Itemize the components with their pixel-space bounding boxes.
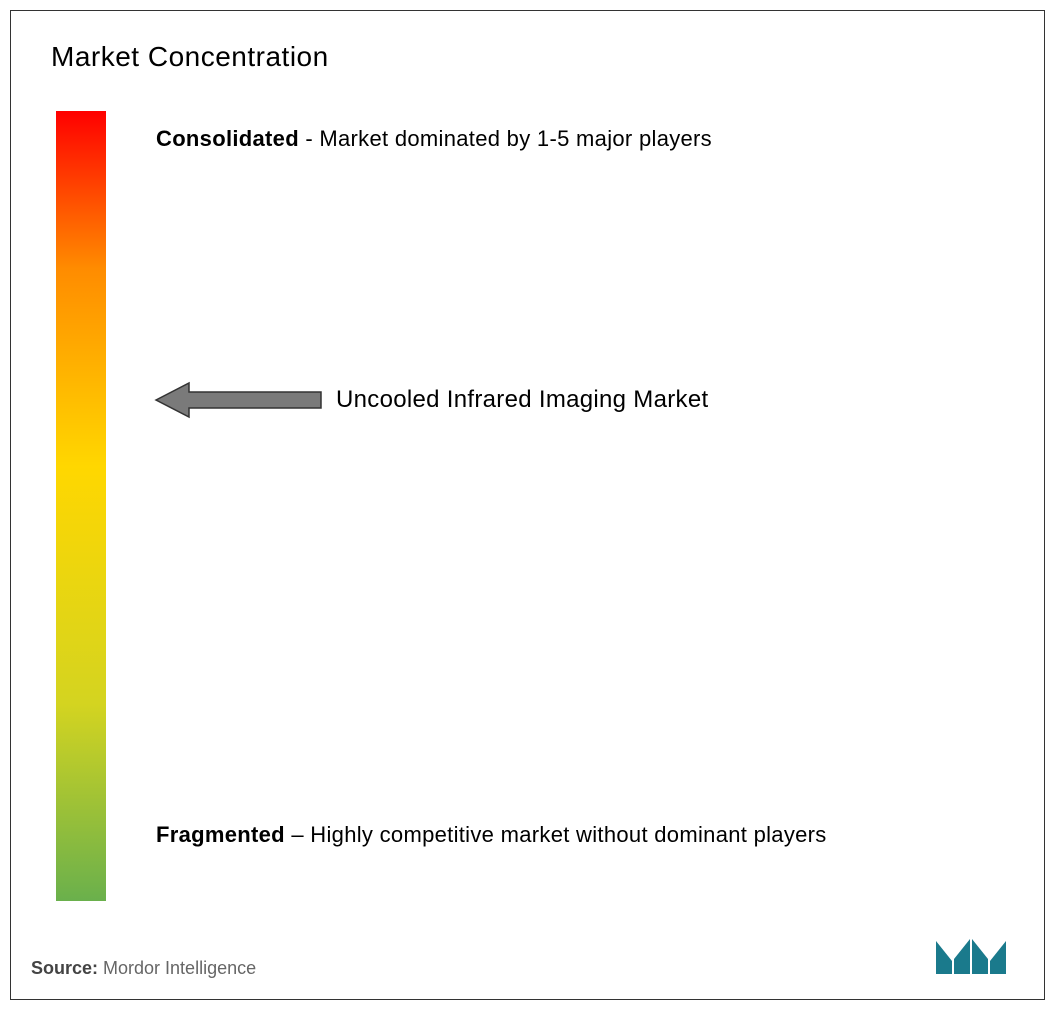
- fragmented-bold: Fragmented: [156, 822, 285, 847]
- chart-title: Market Concentration: [51, 41, 329, 73]
- infographic-container: Market Concentration Consolidated - Mark…: [10, 10, 1045, 1000]
- market-name: Uncooled Infrared Imaging Market: [336, 386, 708, 414]
- consolidated-rest: - Market dominated by 1-5 major players: [299, 126, 712, 151]
- consolidated-label: Consolidated - Market dominated by 1-5 m…: [156, 121, 712, 156]
- concentration-gradient-bar: [56, 111, 106, 901]
- source-attribution: Source: Mordor Intelligence: [31, 958, 256, 979]
- consolidated-bold: Consolidated: [156, 126, 299, 151]
- market-pointer: Uncooled Infrared Imaging Market: [151, 379, 708, 421]
- arrow-left-icon: [151, 379, 326, 421]
- fragmented-rest: – Highly competitive market without domi…: [285, 822, 827, 847]
- source-rest: Mordor Intelligence: [98, 958, 256, 978]
- mordor-logo-icon: [934, 929, 1009, 979]
- fragmented-label: Fragmented – Highly competitive market w…: [156, 811, 827, 859]
- source-bold: Source:: [31, 958, 98, 978]
